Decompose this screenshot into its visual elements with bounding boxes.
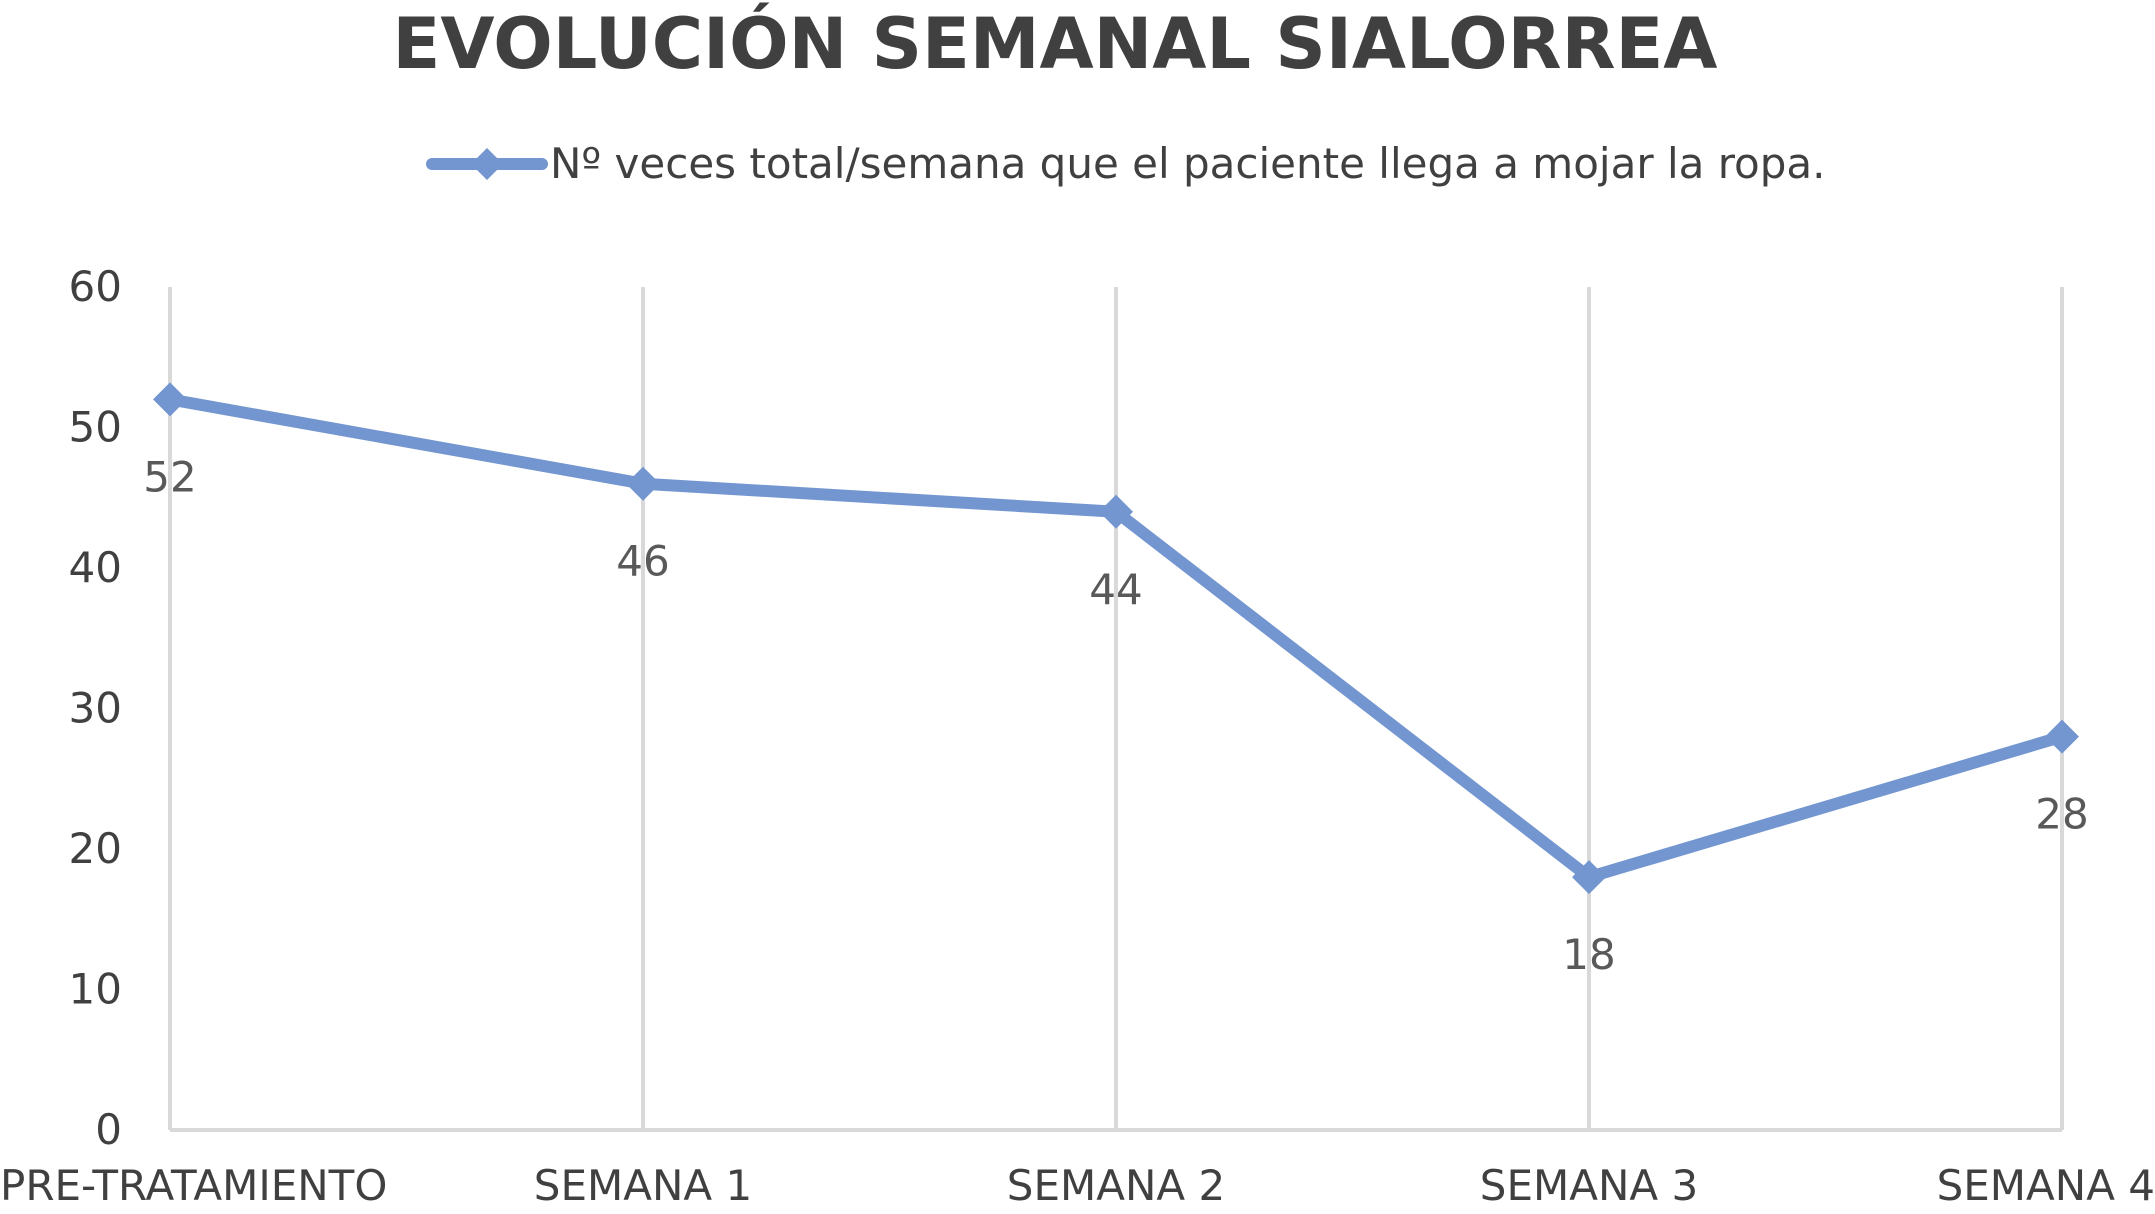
legend-label: Nº veces total/semana que el paciente ll… (550, 139, 1825, 188)
y-tick-label: 60 (69, 262, 122, 311)
data-point-marker (1099, 494, 1133, 529)
y-tick-label: 40 (69, 543, 122, 592)
chart-title: EVOLUCIÓN SEMANAL SIALORREA (393, 3, 1718, 85)
data-label: 28 (2035, 790, 2088, 839)
y-tick-label: 20 (69, 824, 122, 873)
data-label: 18 (1562, 930, 1615, 979)
data-point-marker (626, 466, 660, 501)
data-label: 44 (1089, 565, 1142, 614)
data-label: 52 (143, 452, 196, 501)
data-point-marker (2045, 719, 2079, 754)
series (153, 382, 2079, 895)
y-tick-label: 50 (69, 403, 122, 452)
x-tick-label: SEMANA 2 (1007, 1161, 1225, 1210)
data-labels: 52 46 44 18 28 (143, 452, 2088, 979)
y-tick-label: 0 (95, 1105, 122, 1154)
x-tick-label: SEMANA 1 (534, 1161, 752, 1210)
x-tick-label: PRE-TRATAMIENTO (0, 1161, 387, 1210)
legend-diamond-marker (471, 148, 503, 180)
data-point-marker (153, 382, 187, 417)
y-axis-tick-labels: 0 10 20 30 40 50 60 (69, 262, 122, 1154)
legend: Nº veces total/semana que el paciente ll… (426, 139, 1825, 188)
y-tick-label: 30 (69, 684, 122, 733)
x-axis-tick-labels: PRE-TRATAMIENTO SEMANA 1 SEMANA 2 SEMANA 3 S… (0, 1161, 2155, 1210)
grid (168, 287, 2064, 1132)
x-tick-label: SEMANA 4 (1937, 1161, 2155, 1210)
data-label: 46 (616, 537, 669, 586)
x-tick-label: SEMANA 3 (1480, 1161, 1698, 1210)
data-point-marker (1572, 860, 1606, 895)
y-tick-label: 10 (69, 965, 122, 1014)
